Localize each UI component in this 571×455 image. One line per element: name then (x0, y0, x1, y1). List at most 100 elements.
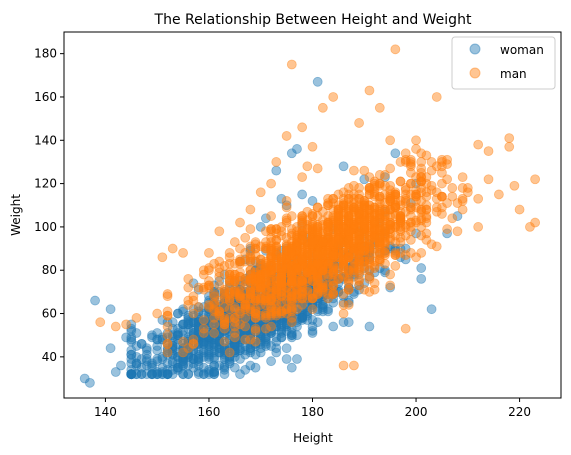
scatter-point-man (312, 258, 323, 269)
scatter-point-man (214, 306, 225, 317)
scatter-point-woman (266, 260, 276, 271)
scatter-point-woman (261, 293, 271, 304)
scatter-point-man (183, 282, 194, 293)
scatter-point-woman (343, 282, 354, 293)
scatter-point-woman (297, 265, 308, 276)
scatter-point-woman (276, 293, 287, 304)
scatter-point-woman (214, 319, 225, 330)
scatter-point-woman (198, 328, 209, 338)
scatter-point-woman (245, 338, 256, 349)
scatter-point-woman (266, 269, 276, 280)
scatter-point-woman (266, 289, 276, 299)
scatter-point-woman (297, 291, 308, 302)
scatter-point-man (369, 256, 380, 267)
scatter-point-woman (390, 148, 401, 159)
scatter-point-man (483, 146, 494, 157)
scatter-point-woman (167, 343, 178, 354)
scatter-point-man (411, 252, 421, 263)
scatter-point-woman (286, 265, 297, 276)
scatter-point-woman (209, 302, 220, 312)
scatter-point-woman (224, 343, 235, 354)
scatter-point-woman (188, 358, 199, 369)
scatter-point-woman (245, 315, 256, 325)
scatter-point-woman (214, 323, 225, 334)
scatter-point-woman (198, 369, 209, 380)
scatter-point-woman (224, 308, 235, 319)
scatter-point-man (385, 135, 396, 146)
scatter-point-woman (302, 237, 313, 247)
scatter-point-woman (224, 302, 235, 312)
scatter-point-woman (209, 291, 220, 302)
scatter-point-woman (183, 338, 194, 349)
scatter-point-woman (245, 291, 256, 302)
scatter-point-woman (307, 265, 318, 276)
scatter-point-man (473, 139, 484, 150)
scatter-point-woman (281, 269, 292, 280)
scatter-point-woman (338, 237, 349, 247)
scatter-point-woman (229, 362, 240, 373)
scatter-point-woman (261, 304, 271, 315)
scatter-point-woman (281, 312, 292, 323)
scatter-point-woman (297, 297, 308, 308)
scatter-point-woman (333, 273, 344, 284)
scatter-point-woman (209, 286, 220, 297)
scatter-point-woman (261, 291, 271, 302)
scatter-point-woman (292, 291, 302, 302)
scatter-point-man (250, 323, 261, 334)
scatter-point-woman (167, 341, 178, 351)
scatter-point-woman (229, 341, 240, 351)
scatter-point-woman (219, 330, 230, 341)
scatter-point-woman (172, 330, 183, 341)
scatter-point-woman (261, 325, 271, 336)
x-tick-label: 200 (405, 405, 428, 419)
scatter-point-woman (172, 351, 183, 362)
scatter-point-woman (204, 312, 214, 323)
scatter-point-man (266, 211, 276, 221)
scatter-point-woman (271, 165, 282, 176)
scatter-point-woman (281, 343, 292, 354)
scatter-point-man (390, 260, 401, 271)
scatter-point-woman (266, 282, 276, 293)
scatter-point-woman (219, 345, 230, 356)
scatter-point-woman (235, 317, 245, 328)
scatter-point-woman (250, 315, 261, 325)
scatter-point-woman (219, 317, 230, 328)
scatter-point-man (374, 170, 385, 180)
scatter-point-woman (235, 369, 245, 380)
scatter-point-man (307, 141, 318, 152)
scatter-point-woman (157, 354, 168, 364)
scatter-point-woman (219, 347, 230, 358)
scatter-point-woman (297, 189, 308, 200)
scatter-point-woman (317, 239, 328, 250)
scatter-point-woman (235, 354, 245, 364)
scatter-point-woman (333, 256, 344, 267)
scatter-point-woman (276, 312, 287, 323)
scatter-point-woman (235, 312, 245, 323)
scatter-point-woman (307, 297, 318, 308)
scatter-point-woman (235, 319, 245, 330)
scatter-point-woman (323, 289, 333, 299)
scatter-point-woman (302, 271, 313, 282)
scatter-point-woman (328, 297, 339, 308)
scatter-point-woman (188, 328, 199, 338)
scatter-point-woman (204, 338, 214, 349)
scatter-point-woman (276, 306, 287, 317)
scatter-point-woman (307, 291, 318, 302)
scatter-point-man (374, 102, 385, 113)
scatter-point-woman (354, 256, 364, 267)
scatter-point-woman (229, 336, 240, 347)
scatter-point-woman (255, 312, 266, 323)
scatter-point-woman (286, 263, 297, 273)
scatter-point-woman (224, 315, 235, 325)
scatter-point-woman (307, 276, 318, 286)
scatter-point-woman (188, 354, 199, 364)
scatter-point-woman (229, 351, 240, 362)
scatter-point-woman (317, 299, 328, 310)
scatter-point-woman (281, 325, 292, 336)
scatter-point-woman (261, 245, 271, 256)
x-tick-label: 140 (94, 405, 117, 419)
scatter-point-man (374, 198, 385, 208)
scatter-point-woman (152, 341, 163, 351)
scatter-point-woman (204, 317, 214, 328)
scatter-point-woman (178, 354, 188, 364)
